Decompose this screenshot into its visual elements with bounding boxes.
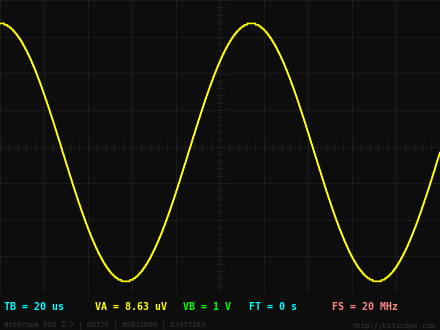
Text: TB = 20 us: TB = 20 us [4, 302, 64, 312]
Text: FS = 20 MHz: FS = 20 MHz [332, 302, 398, 312]
Text: http://bitscope.com: http://bitscope.com [352, 322, 436, 329]
Text: VB = 1 V: VB = 1 V [183, 302, 231, 312]
Text: FT = 0 s: FT = 0 s [249, 302, 297, 312]
Text: VA = 8.63 uV: VA = 8.63 uV [95, 302, 167, 312]
Text: BitScope DSO 2.7 | DG17E | BS032600 | DJ97ZI63: BitScope DSO 2.7 | DG17E | BS032600 | DJ… [4, 322, 205, 329]
